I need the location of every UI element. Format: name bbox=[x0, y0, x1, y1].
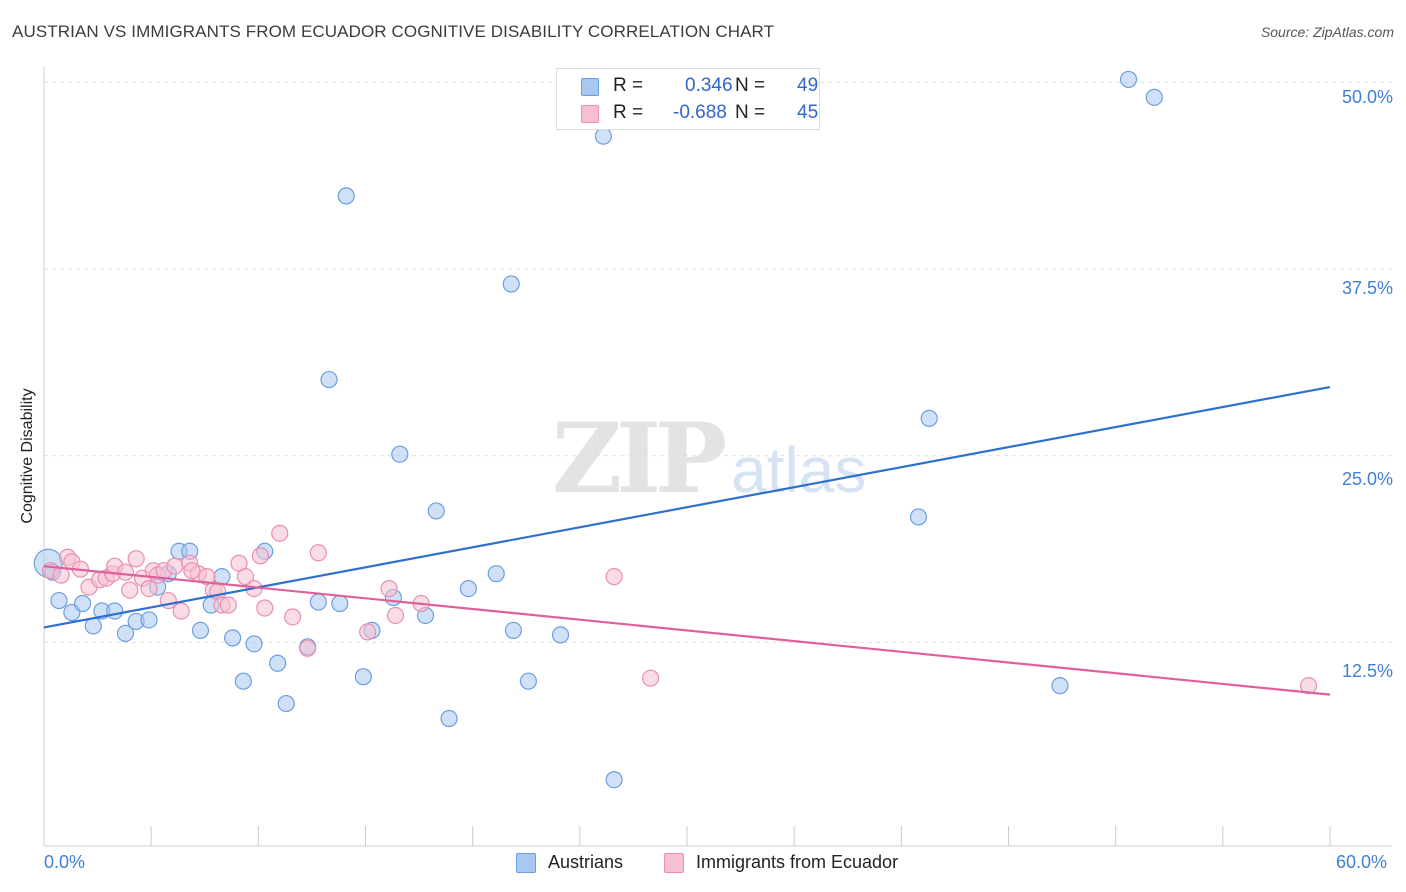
point-austrians bbox=[427, 502, 445, 520]
point-austrians bbox=[191, 621, 210, 640]
watermark: ZIP atlas bbox=[552, 402, 866, 515]
point-ecuador bbox=[183, 562, 201, 580]
y-tick-label-50: 50.0% bbox=[1341, 87, 1393, 107]
point-austrians bbox=[440, 709, 458, 728]
point-austrians bbox=[504, 621, 522, 640]
point-austrians bbox=[234, 672, 252, 690]
point-austrians bbox=[594, 127, 613, 145]
r-label: R = bbox=[613, 102, 644, 123]
y-tick-label-12-5: 12.5% bbox=[1341, 661, 1393, 681]
point-austrians bbox=[920, 409, 938, 427]
r-value: 0.346 bbox=[685, 75, 733, 96]
source-label: Source: ZipAtlas.com bbox=[1260, 24, 1394, 40]
x-tick-label-min: 0.0% bbox=[44, 852, 86, 872]
point-ecuador bbox=[256, 599, 274, 617]
point-ecuador bbox=[641, 669, 660, 687]
point-austrians bbox=[309, 593, 327, 611]
point-austrians bbox=[909, 508, 928, 526]
trend-line-ecuador bbox=[43, 565, 1331, 696]
point-ecuador bbox=[1299, 677, 1318, 695]
austrians-swatch-icon bbox=[581, 78, 599, 96]
point-austrians bbox=[245, 635, 263, 653]
point-ecuador bbox=[605, 568, 623, 586]
point-austrians bbox=[277, 694, 295, 713]
x-tick-label-max: 60.0% bbox=[1336, 852, 1388, 872]
point-austrians bbox=[331, 594, 349, 613]
chart-title: AUSTRIAN VS IMMIGRANTS FROM ECUADOR COGN… bbox=[12, 22, 775, 41]
point-ecuador bbox=[219, 596, 237, 614]
point-austrians bbox=[73, 594, 92, 613]
ecuador-swatch-icon bbox=[581, 105, 599, 123]
point-ecuador bbox=[236, 568, 255, 586]
point-austrians bbox=[487, 565, 505, 583]
point-ecuador bbox=[380, 579, 398, 598]
point-ecuador bbox=[121, 581, 139, 599]
point-ecuador bbox=[386, 606, 405, 625]
point-ecuador bbox=[299, 639, 317, 657]
n-label: N = bbox=[735, 102, 766, 123]
austrians-legend-swatch-icon bbox=[516, 853, 536, 873]
point-austrians bbox=[116, 624, 135, 642]
point-austrians bbox=[459, 579, 477, 598]
ecuador-legend-swatch-icon bbox=[664, 853, 684, 873]
point-ecuador bbox=[359, 623, 377, 641]
trend-line-austrians bbox=[43, 385, 1331, 629]
point-austrians bbox=[1145, 88, 1163, 106]
y-tick-label-25: 25.0% bbox=[1341, 469, 1393, 489]
point-ecuador bbox=[251, 547, 270, 565]
y-axis-label: Cognitive Disability bbox=[19, 388, 36, 524]
n-label: N = bbox=[735, 75, 766, 96]
point-ecuador bbox=[172, 602, 190, 620]
point-ecuador bbox=[127, 550, 145, 568]
point-austrians bbox=[519, 672, 537, 690]
point-austrians bbox=[391, 445, 409, 463]
n-value: 49 bbox=[797, 75, 819, 96]
legend-label-austrians: Austrians bbox=[548, 852, 624, 872]
point-ecuador bbox=[271, 524, 289, 542]
y-tick-label-37-5: 37.5% bbox=[1341, 278, 1393, 298]
stats-legend: R = 0.346 N = 49 R = -0.688 N = 45 bbox=[556, 68, 820, 130]
watermark-zip: ZIP bbox=[552, 402, 727, 515]
r-label: R = bbox=[613, 75, 644, 96]
point-austrians bbox=[1119, 70, 1138, 89]
point-austrians bbox=[551, 626, 570, 644]
point-austrians bbox=[337, 187, 355, 205]
point-ecuador bbox=[309, 544, 327, 562]
point-ecuador bbox=[116, 563, 135, 581]
point-austrians bbox=[269, 654, 287, 672]
legend-label-ecuador: Immigrants from Ecuador bbox=[696, 852, 899, 872]
point-ecuador bbox=[284, 608, 302, 626]
point-austrians bbox=[605, 771, 623, 789]
point-austrians bbox=[106, 602, 124, 620]
point-austrians bbox=[224, 629, 242, 647]
point-ecuador bbox=[140, 579, 158, 598]
point-austrians bbox=[320, 370, 338, 389]
n-value: 45 bbox=[797, 102, 819, 123]
point-austrians bbox=[1051, 677, 1069, 695]
point-austrians bbox=[50, 591, 68, 610]
point-austrians bbox=[354, 668, 372, 686]
point-austrians bbox=[502, 275, 520, 293]
point-ecuador bbox=[166, 557, 184, 575]
r-value: -0.688 bbox=[673, 102, 727, 123]
point-austrians bbox=[140, 611, 158, 629]
